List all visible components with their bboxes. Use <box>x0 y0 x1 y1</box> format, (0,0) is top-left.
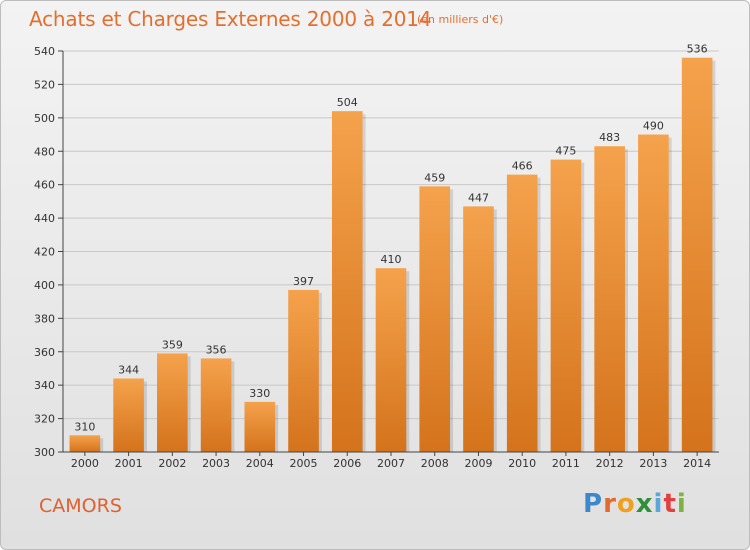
data-label: 330 <box>249 387 270 400</box>
data-label: 475 <box>555 145 576 158</box>
bar <box>681 57 713 452</box>
logo-letter: t <box>663 489 677 519</box>
bar <box>113 378 144 452</box>
x-tick-label: 2013 <box>639 457 667 470</box>
y-tick-label: 520 <box>34 78 55 91</box>
x-tick-label: 2009 <box>464 457 492 470</box>
x-tick-label: 2011 <box>552 457 580 470</box>
x-axis: 2000 2001 2002 2003 2004 2005 2006 2007 2008 2009… <box>63 451 719 470</box>
y-tick-label: 400 <box>34 279 55 292</box>
bar <box>288 289 319 452</box>
y-tick-label: 340 <box>34 379 55 392</box>
y-tick-label: 500 <box>34 112 55 125</box>
chart-subtitle: (en milliers d'€) <box>417 13 504 26</box>
y-tick-label: 420 <box>34 246 55 259</box>
y-axis: 300 320 340 360 380 400 420 440 460 480 500 520 540 <box>34 45 64 459</box>
data-label: 483 <box>599 131 620 144</box>
y-tick-label: 320 <box>34 413 55 426</box>
data-label: 344 <box>118 363 139 376</box>
logo-letter: i <box>676 489 687 519</box>
y-tick-label: 480 <box>34 145 55 158</box>
data-label: 490 <box>643 120 664 133</box>
bar <box>550 159 582 452</box>
chart-title: Achats et Charges Externes 2000 à 2014 <box>29 7 432 31</box>
data-label: 410 <box>381 253 402 266</box>
data-label: 504 <box>337 96 358 109</box>
logo-letter: o <box>616 489 636 519</box>
bar <box>331 111 363 453</box>
x-tick-label: 2000 <box>71 457 99 470</box>
x-tick-label: 2006 <box>333 457 361 470</box>
data-label: 397 <box>293 275 314 288</box>
bar <box>463 206 494 452</box>
data-label: 466 <box>512 160 533 173</box>
y-tick-label: 300 <box>34 446 55 459</box>
y-tick-label: 540 <box>34 45 55 58</box>
bar <box>594 146 625 453</box>
bar <box>69 435 101 452</box>
x-tick-label: 2014 <box>683 457 711 470</box>
x-tick-label: 2007 <box>377 457 405 470</box>
logo-letter: P <box>583 489 604 519</box>
bar <box>506 174 538 452</box>
x-tick-label: 2004 <box>246 457 274 470</box>
data-label: 310 <box>74 420 95 433</box>
bar <box>157 353 188 452</box>
data-label: 536 <box>687 43 708 56</box>
proxiti-logo: Proxiti <box>583 489 687 519</box>
commune-name: CAMORS <box>39 495 122 517</box>
logo-letter: x <box>635 489 654 519</box>
data-label: 459 <box>424 171 445 184</box>
data-label: 447 <box>468 191 489 204</box>
x-tick-label: 2003 <box>202 457 230 470</box>
x-tick-label: 2008 <box>421 457 449 470</box>
x-tick-label: 2005 <box>290 457 318 470</box>
x-tick-label: 2010 <box>508 457 536 470</box>
bar <box>419 186 451 452</box>
data-label: 359 <box>162 338 183 351</box>
logo-letter: i <box>653 489 664 519</box>
y-tick-label: 440 <box>34 212 55 225</box>
x-tick-label: 2012 <box>596 457 624 470</box>
data-label: 356 <box>206 343 227 356</box>
bar <box>638 134 669 452</box>
bars: 310 344 359 356 330 397 504 410 459 447 466 475 483 4… <box>69 43 716 453</box>
y-tick-label: 360 <box>34 346 55 359</box>
x-tick-label: 2002 <box>158 457 186 470</box>
logo-letter: r <box>603 489 617 519</box>
y-tick-label: 380 <box>34 312 55 325</box>
y-tick-label: 460 <box>34 179 55 192</box>
bar <box>244 401 276 452</box>
x-tick-label: 2001 <box>115 457 143 470</box>
bar <box>375 268 407 452</box>
bar <box>200 358 232 452</box>
